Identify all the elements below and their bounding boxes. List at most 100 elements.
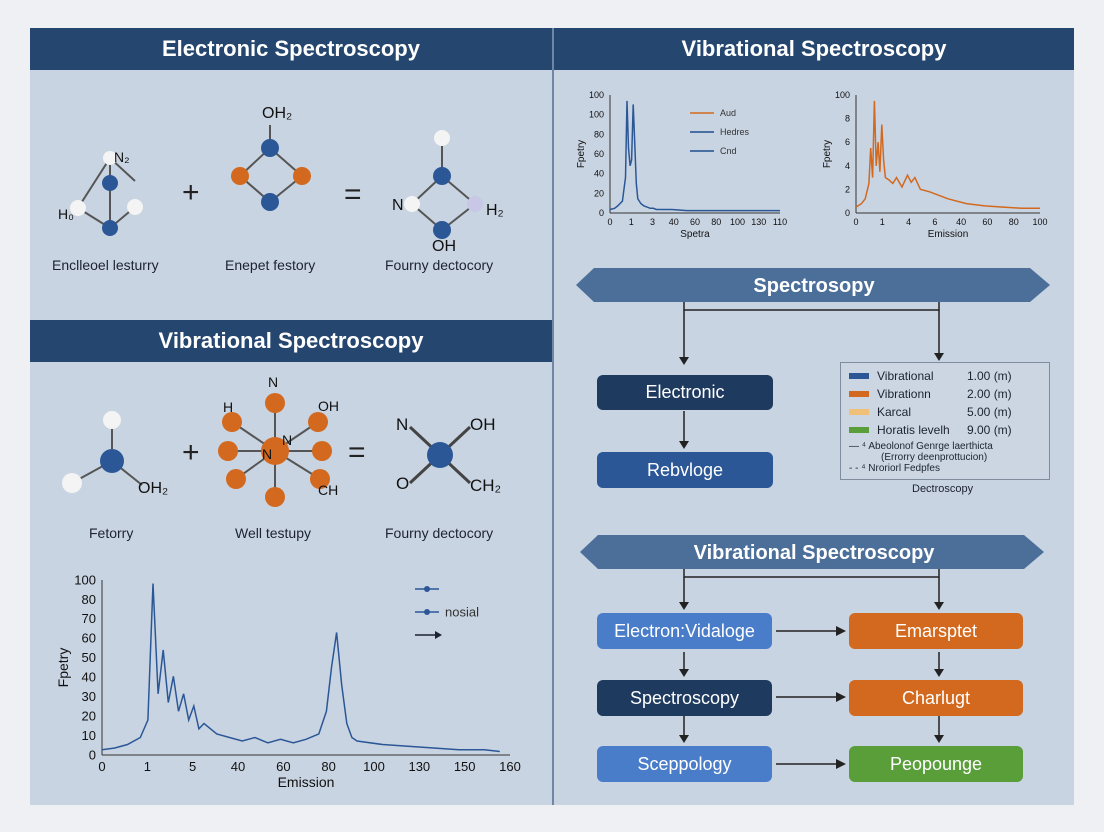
legend-marker — [424, 609, 430, 615]
atom-sphere — [293, 167, 311, 185]
atom-sphere — [102, 175, 118, 191]
legend-value: 5.00 (m) — [967, 405, 1012, 419]
y-tick-label: 40 — [82, 670, 96, 685]
flow2-right-box-2[interactable]: Charlugt — [849, 680, 1023, 716]
flow1-banner-text: Spectrosopy — [753, 275, 875, 297]
x-tick-label: 100 — [1032, 217, 1047, 227]
legend-row: Karcal 5.00 (m) — [849, 403, 1045, 421]
legend-caption: Dectroscopy — [912, 483, 974, 495]
legend-marker — [424, 586, 430, 592]
atom-label: OH — [470, 415, 496, 434]
bottom-left-spectrum-chart: 0 1 5 40 60 80 100 130 150 160 0 10 20 30 40 50 60 70 80 10… — [55, 572, 521, 790]
flow1-arrowhead — [934, 353, 944, 361]
flow2-diagram: Vibrational Spectroscopy — [580, 535, 1044, 769]
molecule-eq2-3: N OH O CH₂ — [396, 415, 501, 495]
atom-sphere — [261, 437, 289, 465]
vertical-divider — [552, 28, 554, 805]
flow1-banner — [576, 268, 1050, 302]
atom-label: N — [262, 446, 272, 462]
atom-sphere — [103, 411, 121, 429]
legend-note: (Errorry deenprottucion) — [881, 452, 988, 463]
atom-label: OH₂ — [138, 480, 168, 497]
equals-sign: = — [348, 436, 366, 469]
atom-label: N — [396, 415, 408, 434]
x-tick-label: 80 — [1009, 217, 1019, 227]
legend-note: — ⁴ Abeolonof Genrge laerthicta — [849, 441, 993, 452]
flow2-left-box-3[interactable]: Sceppology — [597, 746, 772, 782]
atom-label: CH₂ — [470, 476, 501, 495]
flow1-box-electronic[interactable]: Electronic — [597, 375, 773, 410]
left-top-header: Electronic Spectroscopy — [30, 28, 552, 70]
flow2-arrowhead — [934, 669, 944, 677]
y-axis-label: Fpetry — [55, 648, 71, 688]
flow2-banner-text: Vibrational Spectroscopy — [694, 542, 936, 564]
atom-label: N — [282, 432, 292, 448]
y-tick-label: 60 — [82, 631, 96, 646]
x-axis-label: Spetra — [680, 229, 710, 240]
y-tick-label: 100 — [589, 110, 604, 120]
legend-swatch — [849, 427, 869, 433]
flow2-left-box-2[interactable]: Spectroscopy — [597, 680, 772, 716]
flow1-diagram: Spectrosopy — [576, 268, 1050, 449]
flow2-arrowhead — [836, 692, 846, 702]
atom-sphere — [265, 393, 285, 413]
caption-eq2-3: Fourny dectocory — [385, 525, 494, 541]
flow2-left-box-1[interactable]: Electron:Vidaloge — [597, 613, 772, 649]
flow2-arrowhead — [836, 626, 846, 636]
flow2-right-box-3[interactable]: Peopounge — [849, 746, 1023, 782]
x-tick-label: 6 — [932, 217, 937, 227]
y-tick-label: 4 — [845, 161, 850, 171]
y-tick-label: 20 — [594, 188, 604, 198]
legend-row: Vibrational 1.00 (m) — [849, 367, 1045, 385]
y-tick-label: 70 — [82, 611, 96, 626]
atom-sphere — [100, 449, 124, 473]
atom-sphere — [127, 199, 143, 215]
y-tick-label: 0 — [845, 208, 850, 218]
x-tick-label: 100 — [363, 759, 385, 774]
atom-label: OH — [318, 398, 339, 414]
caption-eq2-2: Well testupy — [235, 525, 311, 541]
atom-label: H₀ — [58, 206, 74, 222]
atom-sphere — [261, 193, 279, 211]
flow2-right-box-1[interactable]: Emarsptet — [849, 613, 1023, 649]
flow1-box-rebvloge[interactable]: Rebvloge — [597, 452, 773, 488]
caption-eq1-2: Enepet festory — [225, 257, 316, 273]
flow2-arrowhead — [679, 735, 689, 743]
legend-label: Hedres — [720, 127, 750, 137]
atom-label: OH — [432, 238, 456, 255]
y-tick-label: 80 — [594, 129, 604, 139]
left-mid-header: Vibrational Spectroscopy — [30, 320, 552, 362]
atom-label: H₂ — [486, 202, 504, 219]
molecule-diagrams: N₂ H₀ + OH₂ = N H₂ OH — [58, 105, 504, 255]
x-tick-label: 130 — [751, 217, 766, 227]
series-line — [609, 100, 780, 212]
legend-value: 2.00 (m) — [967, 387, 1012, 401]
molecule-eq2-1: OH₂ — [62, 411, 168, 497]
x-tick-label: 1 — [880, 217, 885, 227]
molecule-diagrams-2: OH₂ + H N OH N N CH = N OH O CH₂ — [62, 374, 501, 507]
flow2-arrowhead — [934, 735, 944, 743]
y-tick-label: 80 — [82, 592, 96, 607]
x-tick-label: 150 — [454, 759, 476, 774]
flow1-arrowhead — [679, 441, 689, 449]
molecule-eq1-2: OH₂ — [231, 105, 311, 211]
legend-label: nosial — [445, 604, 479, 619]
atom-label: CH — [318, 482, 338, 498]
atom-sphere — [70, 200, 86, 216]
atom-sphere — [265, 487, 285, 507]
y-tick-label: 60 — [594, 149, 604, 159]
legend-value: 9.00 (m) — [967, 423, 1012, 437]
atom-sphere — [427, 442, 453, 468]
legend-row: Vibrationn 2.00 (m) — [849, 385, 1045, 403]
x-tick-label: 80 — [321, 759, 335, 774]
atom-sphere — [308, 412, 328, 432]
series-line — [101, 583, 500, 753]
flow1-arrowhead — [679, 357, 689, 365]
x-tick-label: 1 — [144, 759, 151, 774]
x-tick-label: 0 — [853, 217, 858, 227]
atom-label: H — [223, 399, 233, 415]
legend-row: Horatis levelh 9.00 (m) — [849, 421, 1045, 439]
atom-sphere — [218, 441, 238, 461]
atom-sphere — [222, 412, 242, 432]
x-tick-label: 110 — [773, 217, 787, 227]
